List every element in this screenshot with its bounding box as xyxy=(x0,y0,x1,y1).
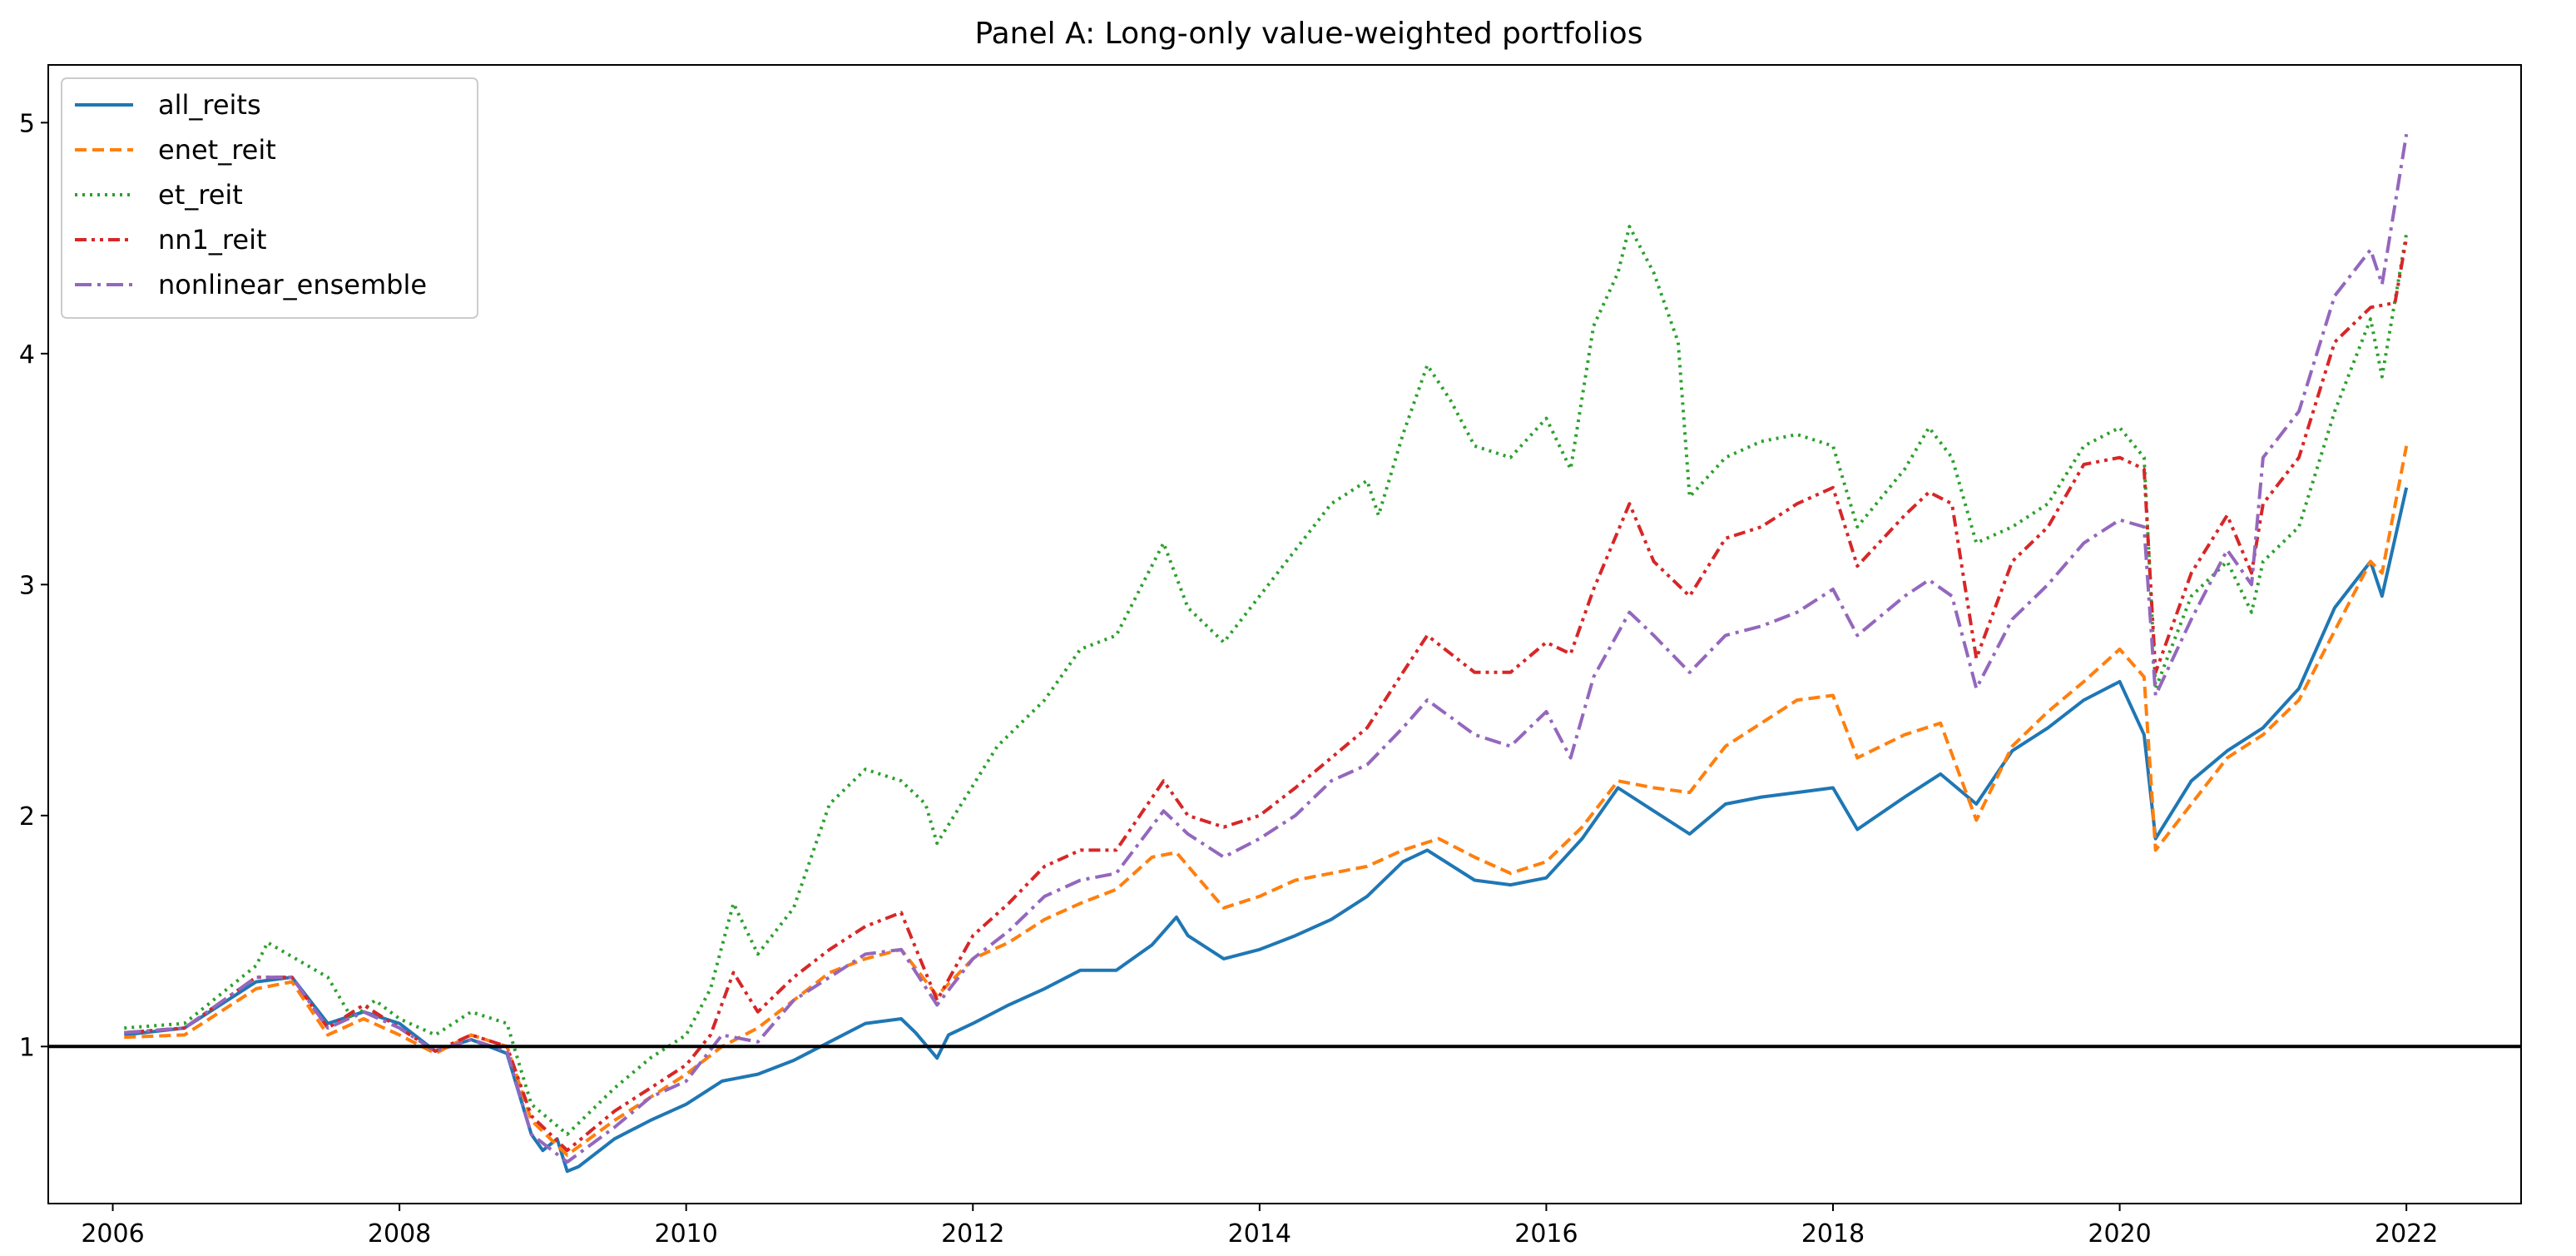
legend: all_reits enet_reit et_reit nn1_reitnonline… xyxy=(61,77,478,319)
x-tick-label: 2020 xyxy=(2088,1219,2151,1249)
legend-label-nn1_reit: nn1_reit xyxy=(158,224,267,256)
x-tick-label: 2016 xyxy=(1514,1219,1578,1249)
legend-label-nonlinear_ensemble: nonlinear_ensemble xyxy=(158,269,427,300)
y-tick-label: 1 xyxy=(19,1033,35,1062)
series-layer xyxy=(124,133,2409,1174)
x-tick-label: 2010 xyxy=(655,1219,718,1249)
ticks-layer: 2006 2008 2010 2012 2014 2016 2018 2020 2022 1 2 3 4… xyxy=(19,109,2438,1249)
x-tick-label: 2008 xyxy=(368,1219,431,1249)
y-tick-label: 5 xyxy=(19,109,35,138)
x-tick-label: 2018 xyxy=(1801,1219,1865,1249)
x-tick-label: 2012 xyxy=(941,1219,1004,1249)
x-tick-label: 2006 xyxy=(81,1219,144,1249)
legend-label-enet_reit: enet_reit xyxy=(158,134,276,166)
y-tick-label: 3 xyxy=(19,571,35,600)
x-tick-label: 2014 xyxy=(1228,1219,1291,1249)
y-tick-label: 2 xyxy=(19,802,35,832)
series-line-nonlinear_ensemble xyxy=(124,133,2409,1164)
x-tick-label: 2022 xyxy=(2375,1219,2438,1249)
legend-box xyxy=(61,77,478,319)
legend-label-all_reits: all_reits xyxy=(158,89,261,121)
chart-title: Panel A: Long-only value-weighted portfo… xyxy=(975,17,1643,51)
series-line-nn1_reit xyxy=(124,237,2409,1153)
series-line-enet_reit xyxy=(124,445,2409,1157)
y-tick-label: 4 xyxy=(19,340,35,370)
plot-area-frame xyxy=(47,64,2522,1204)
legend-label-et_reit: et_reit xyxy=(158,179,243,211)
